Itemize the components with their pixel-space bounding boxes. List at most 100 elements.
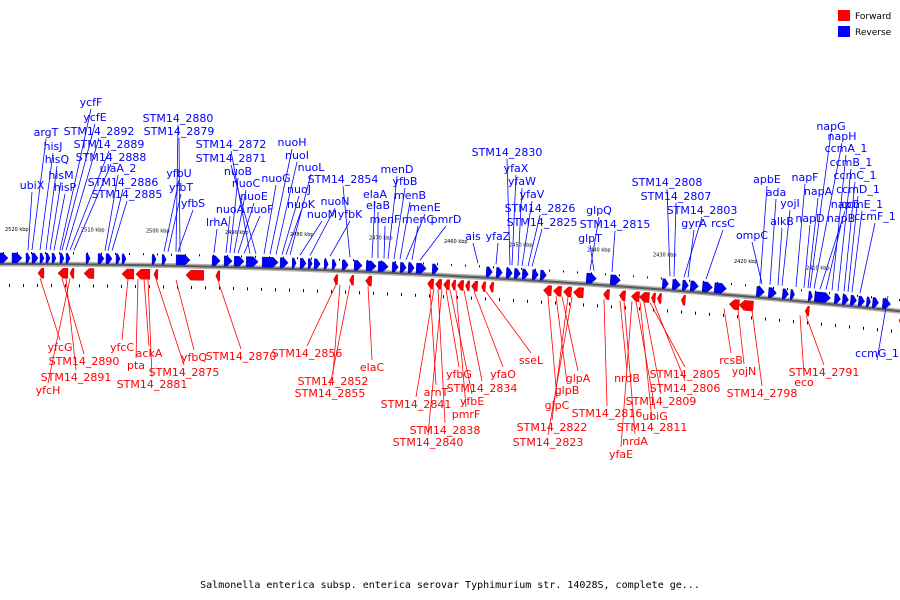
reverse-gene-label[interactable]: STM14_2815 <box>580 218 651 231</box>
reverse-gene-label[interactable]: ycfF <box>80 96 103 109</box>
forward-gene-arrow[interactable] <box>457 280 464 291</box>
reverse-gene-label[interactable]: glpT <box>578 232 602 245</box>
reverse-gene-arrow[interactable] <box>341 259 349 271</box>
reverse-gene-arrow[interactable] <box>521 268 529 280</box>
reverse-gene-arrow[interactable] <box>45 252 51 264</box>
forward-gene-arrow[interactable] <box>121 268 135 280</box>
reverse-gene-arrow[interactable] <box>299 258 307 269</box>
forward-gene-label[interactable]: STM14_2805 <box>650 368 721 381</box>
reverse-gene-arrow[interactable] <box>609 274 621 286</box>
reverse-gene-label[interactable]: napH <box>828 130 857 143</box>
forward-gene-label[interactable]: glpA <box>566 372 591 385</box>
forward-gene-label[interactable]: elaC <box>360 361 385 374</box>
reverse-gene-label[interactable]: STM14_2885 <box>92 188 163 201</box>
forward-gene-arrow[interactable] <box>465 280 470 292</box>
reverse-gene-arrow[interactable] <box>31 252 39 264</box>
reverse-gene-arrow[interactable] <box>539 269 547 281</box>
reverse-gene-label[interactable]: hisP <box>54 181 77 194</box>
reverse-gene-label[interactable]: ulaA_2 <box>100 162 137 175</box>
reverse-gene-label[interactable]: hisM <box>48 169 73 182</box>
reverse-gene-arrow[interactable] <box>279 257 289 268</box>
reverse-gene-label[interactable]: yfbS <box>181 197 205 210</box>
forward-gene-label[interactable]: STM14_2870 <box>206 350 277 363</box>
forward-gene-label[interactable]: sseL <box>519 354 544 367</box>
reverse-gene-label[interactable]: nuoG <box>261 172 290 185</box>
reverse-gene-label[interactable]: STM14_2871 <box>196 152 267 165</box>
reverse-gene-label[interactable]: menB <box>394 189 426 202</box>
reverse-gene-arrow[interactable] <box>781 288 789 300</box>
reverse-gene-arrow[interactable] <box>353 260 363 271</box>
forward-gene-label[interactable]: yfaE <box>609 448 633 461</box>
reverse-gene-arrow[interactable] <box>857 295 865 307</box>
forward-gene-label[interactable]: ackA <box>136 347 163 360</box>
reverse-gene-label[interactable]: apbE <box>753 173 781 186</box>
forward-gene-label[interactable]: nrdB <box>614 372 640 385</box>
reverse-gene-label[interactable]: STM14_2826 <box>505 202 576 215</box>
reverse-gene-arrow[interactable] <box>505 267 513 279</box>
forward-gene-arrow[interactable] <box>738 300 754 312</box>
reverse-gene-arrow[interactable] <box>391 261 399 273</box>
reverse-gene-label[interactable]: yfaZ <box>486 230 511 243</box>
reverse-gene-arrow[interactable] <box>0 252 9 264</box>
forward-gene-label[interactable]: eco <box>794 376 814 389</box>
forward-gene-arrow[interactable] <box>804 305 810 317</box>
forward-gene-arrow[interactable] <box>349 275 355 286</box>
forward-gene-label[interactable]: glpB <box>555 384 580 397</box>
forward-gene-label[interactable]: pmrF <box>452 408 481 421</box>
forward-gene-arrow[interactable] <box>215 270 221 282</box>
reverse-gene-arrow[interactable] <box>291 257 297 269</box>
reverse-gene-arrow[interactable] <box>841 294 849 305</box>
reverse-gene-label[interactable]: yfbB <box>393 175 418 188</box>
reverse-gene-label[interactable]: yfbT <box>169 181 193 194</box>
reverse-gene-arrow[interactable] <box>233 255 245 267</box>
forward-gene-arrow[interactable] <box>489 281 494 293</box>
forward-gene-label[interactable]: yfbQ <box>181 351 207 364</box>
forward-gene-label[interactable]: STM14_2840 <box>393 436 464 449</box>
reverse-gene-label[interactable]: ais <box>465 230 481 243</box>
reverse-gene-label[interactable]: nuoB <box>224 165 252 178</box>
forward-gene-label[interactable]: glpC <box>545 399 570 412</box>
reverse-gene-label[interactable]: ccmB_1 <box>830 156 873 169</box>
reverse-gene-arrow[interactable] <box>105 253 113 264</box>
reverse-gene-label[interactable]: ccmG_1 <box>855 347 899 360</box>
reverse-gene-label[interactable]: hisJ <box>43 140 62 153</box>
reverse-gene-label[interactable]: napD <box>795 212 824 225</box>
reverse-gene-label[interactable]: nuoH <box>278 136 307 149</box>
reverse-gene-arrow[interactable] <box>115 253 121 265</box>
reverse-gene-arrow[interactable] <box>245 256 259 267</box>
reverse-gene-label[interactable]: nuoF <box>246 203 273 216</box>
reverse-gene-label[interactable]: yfaW <box>508 175 536 188</box>
reverse-gene-label[interactable]: ccmF_1 <box>854 210 896 223</box>
reverse-gene-label[interactable]: STM14_2854 <box>308 173 379 186</box>
legend-item-forward[interactable]: Forward <box>838 10 891 22</box>
reverse-gene-label[interactable]: nuoN <box>321 195 350 208</box>
reverse-gene-label[interactable]: STM14_2880 <box>143 112 214 125</box>
reverse-gene-label[interactable]: napF <box>791 171 818 184</box>
reverse-gene-label[interactable]: STM14_2807 <box>641 190 712 203</box>
reverse-gene-arrow[interactable] <box>211 255 221 266</box>
reverse-gene-label[interactable]: STM14_2803 <box>667 204 738 217</box>
forward-gene-label[interactable]: pta <box>127 359 145 372</box>
reverse-gene-label[interactable]: STM14_2872 <box>196 138 267 151</box>
forward-gene-arrow[interactable] <box>365 275 373 287</box>
reverse-gene-label[interactable]: menF <box>370 213 401 226</box>
reverse-gene-label[interactable]: yfaX <box>504 162 529 175</box>
forward-gene-arrow[interactable] <box>451 279 456 291</box>
forward-gene-arrow[interactable] <box>83 268 95 279</box>
forward-gene-label[interactable]: STM14_2834 <box>447 382 518 395</box>
reverse-gene-label[interactable]: nuoL <box>298 161 326 174</box>
reverse-gene-label[interactable]: napB <box>827 212 855 225</box>
reverse-gene-label[interactable]: STM14_2825 <box>507 216 578 229</box>
reverse-gene-label[interactable]: nuoK <box>287 198 316 211</box>
forward-gene-label[interactable]: STM14_2823 <box>513 436 584 449</box>
reverse-gene-label[interactable]: yojI <box>780 197 800 210</box>
forward-gene-label[interactable]: STM14_2798 <box>727 387 798 400</box>
forward-gene-label[interactable]: yfcC <box>110 341 134 354</box>
reverse-gene-label[interactable]: menC <box>402 213 434 226</box>
reverse-gene-label[interactable]: rcsC <box>711 217 735 230</box>
reverse-gene-label[interactable]: nuoA <box>216 203 245 216</box>
forward-gene-label[interactable]: STM14_2890 <box>49 355 120 368</box>
reverse-gene-arrow[interactable] <box>175 254 191 266</box>
forward-gene-label[interactable]: rcsB <box>719 354 743 367</box>
forward-gene-arrow[interactable] <box>57 268 69 279</box>
